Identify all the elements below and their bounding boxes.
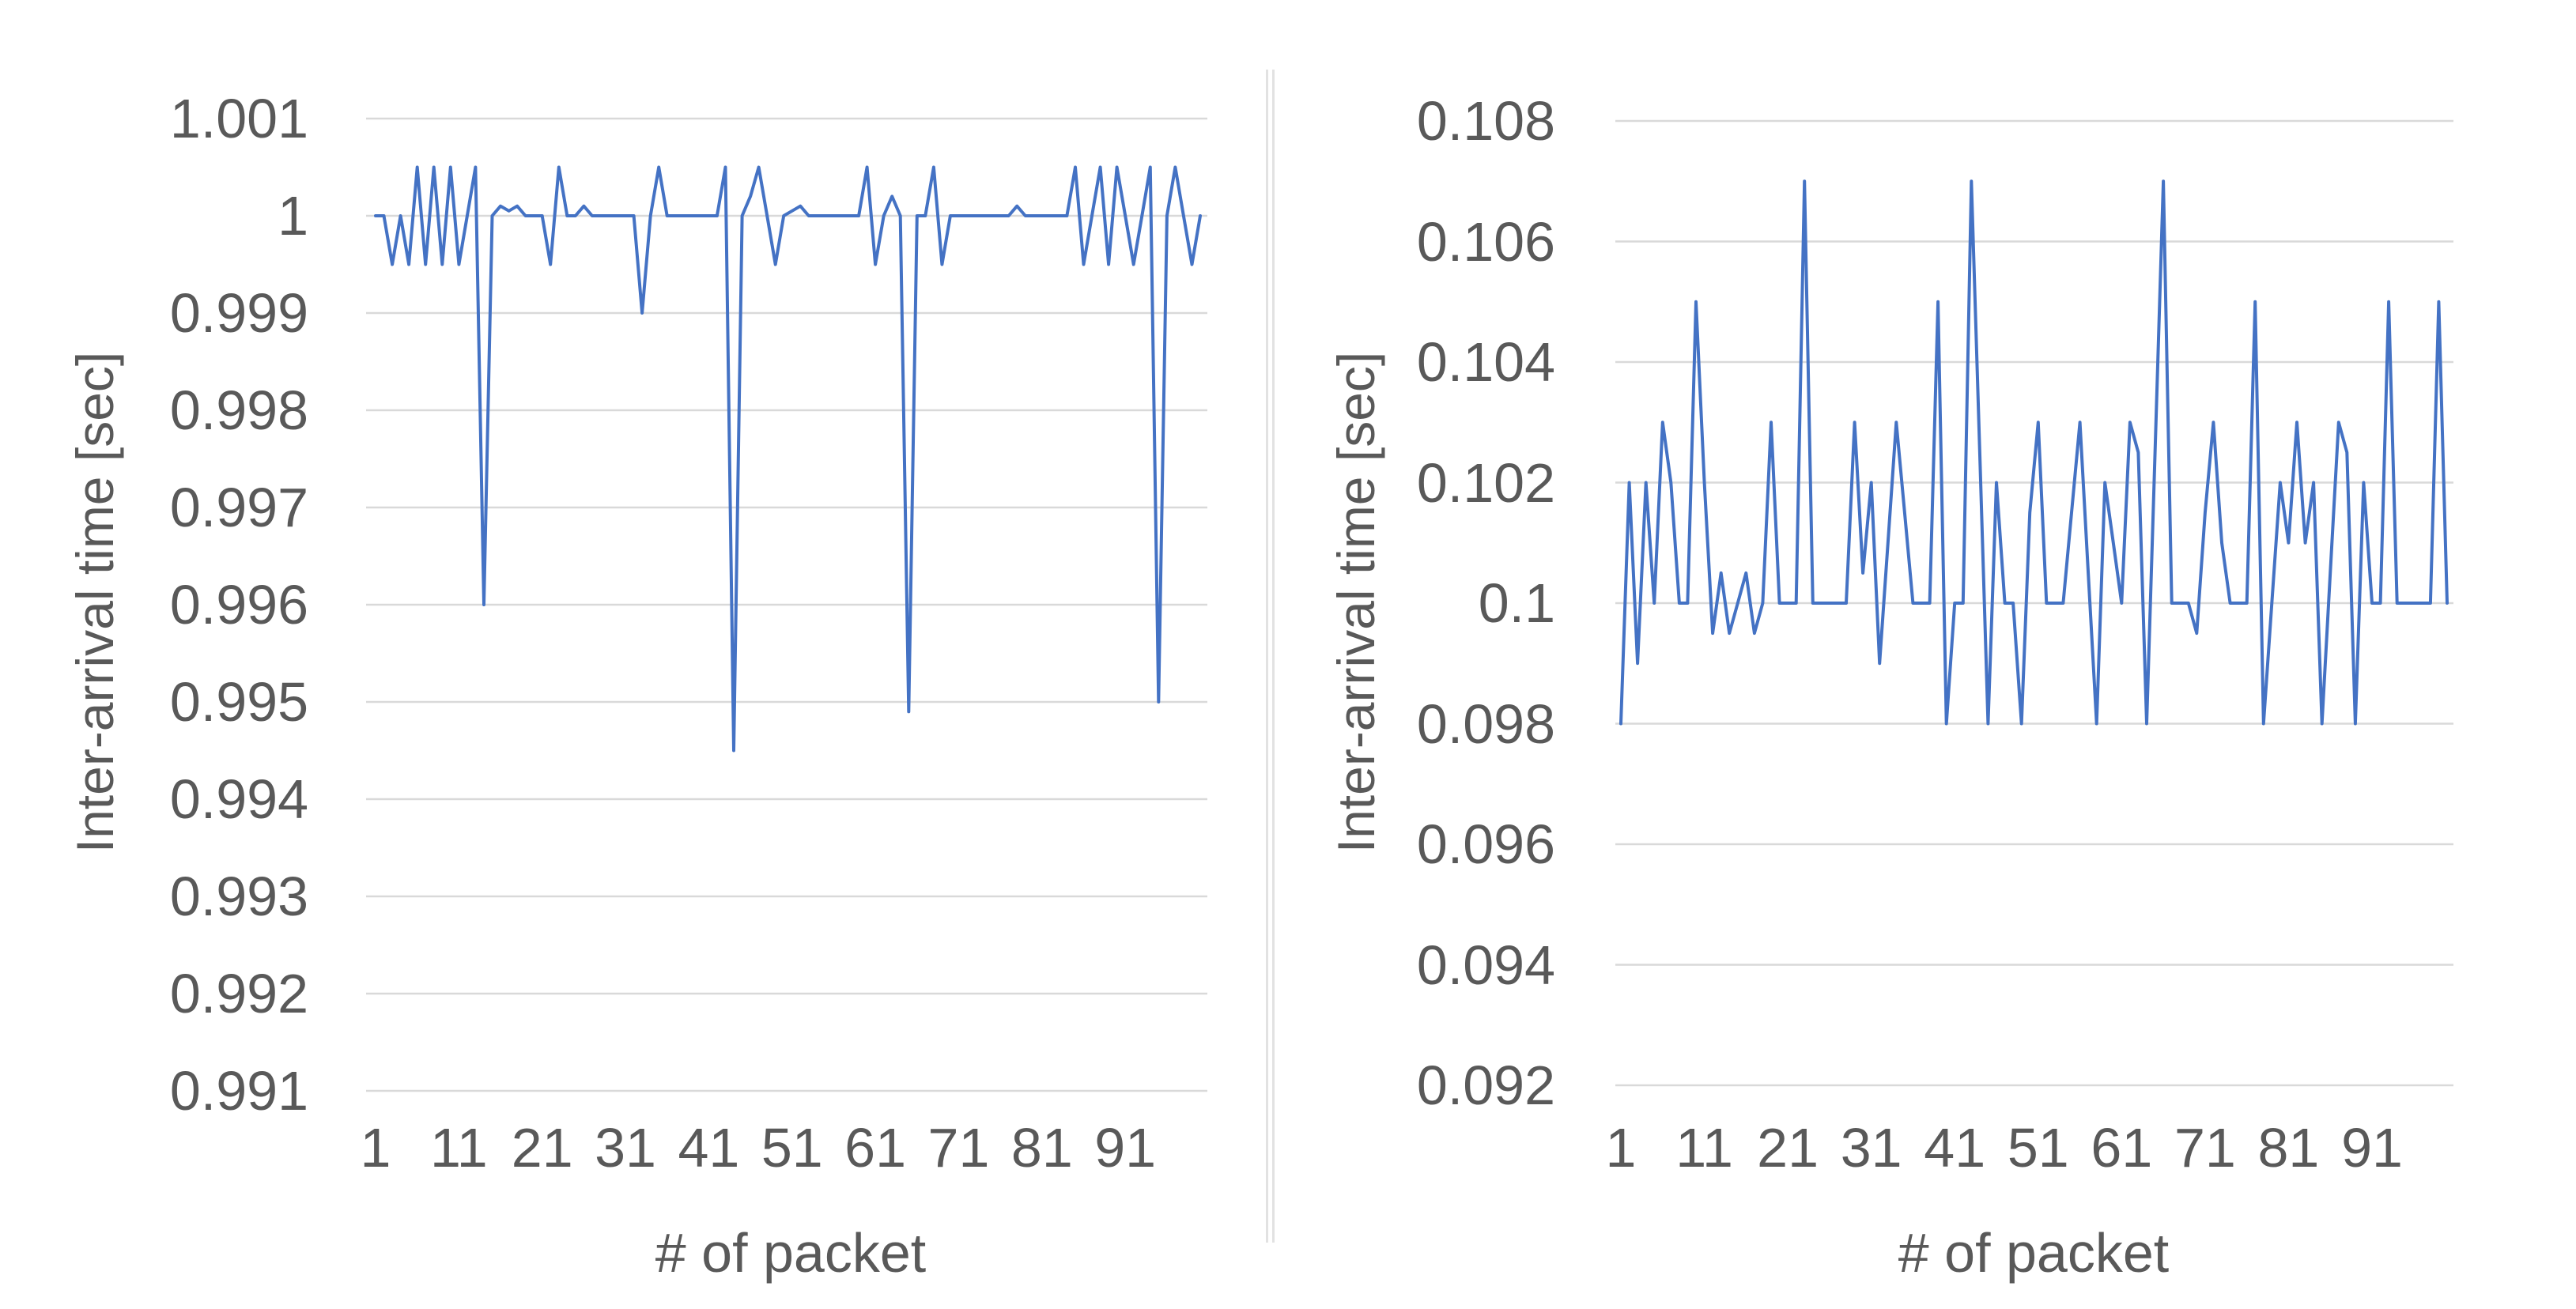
left-x-tick-label: 91 [1094,1117,1157,1179]
left-x-tick-label: 41 [678,1117,740,1179]
left-x-tick-label: 81 [1010,1117,1073,1179]
right-y-tick-label: 0.104 [1416,331,1555,393]
left-y-tick-label: 0.999 [169,282,308,344]
right-y-tick-label: 0.092 [1416,1054,1555,1116]
left-x-tick-label: 21 [511,1117,573,1179]
right-x-tick-label: 61 [2091,1117,2153,1179]
right-x-tick-label: 11 [1675,1117,1733,1179]
right-y-tick-label: 0.096 [1416,813,1555,875]
right-y-tick-label: 0.102 [1416,451,1555,514]
chart-divider-line [1272,70,1275,1243]
right-series-line [1619,179,2449,726]
right-x-axis-title: # of packet [1898,1222,2170,1284]
right-y-tick-label: 0.098 [1416,692,1555,755]
left-x-axis-title: # of packet [655,1222,927,1284]
left-x-tick-label: 31 [595,1117,656,1179]
chart-divider-line [1266,70,1268,1243]
left-y-tick-label: 1 [278,185,308,247]
right-x-tick-label: 1 [1605,1117,1637,1179]
left-y-tick-label: 0.995 [169,671,308,733]
right-x-tick-label: 21 [1757,1117,1819,1179]
left-y-tick-label: 0.994 [169,768,308,830]
right-x-tick-label: 51 [2007,1117,2069,1179]
right-y-tick-label: 0.108 [1416,90,1555,152]
left-y-tick-label: 0.997 [169,477,308,538]
left-y-tick-label: 0.991 [169,1060,308,1122]
left-y-tick-label: 0.993 [169,866,308,927]
right-x-tick-label: 81 [2257,1117,2320,1179]
right-y-tick-label: 0.094 [1416,934,1555,996]
left-y-tick-label: 1.001 [169,88,308,149]
right-x-tick-label: 41 [1924,1117,1986,1179]
left-x-tick-label: 61 [844,1117,907,1179]
left-x-tick-label: 51 [761,1117,823,1179]
right-x-tick-label: 31 [1840,1117,1902,1179]
left-x-tick-label: 11 [430,1117,488,1179]
left-series-line [374,165,1202,753]
right-y-tick-label: 0.1 [1478,572,1555,634]
left-y-tick-label: 0.996 [169,574,308,636]
right-x-tick-label: 71 [2174,1117,2236,1179]
left-x-tick-label: 71 [927,1117,990,1179]
left-x-tick-label: 1 [360,1117,391,1179]
left-y-tick-label: 0.998 [169,379,308,441]
left-y-tick-label: 0.992 [169,963,308,1024]
right-x-tick-label: 91 [2341,1117,2403,1179]
right-y-tick-label: 0.106 [1416,210,1555,273]
